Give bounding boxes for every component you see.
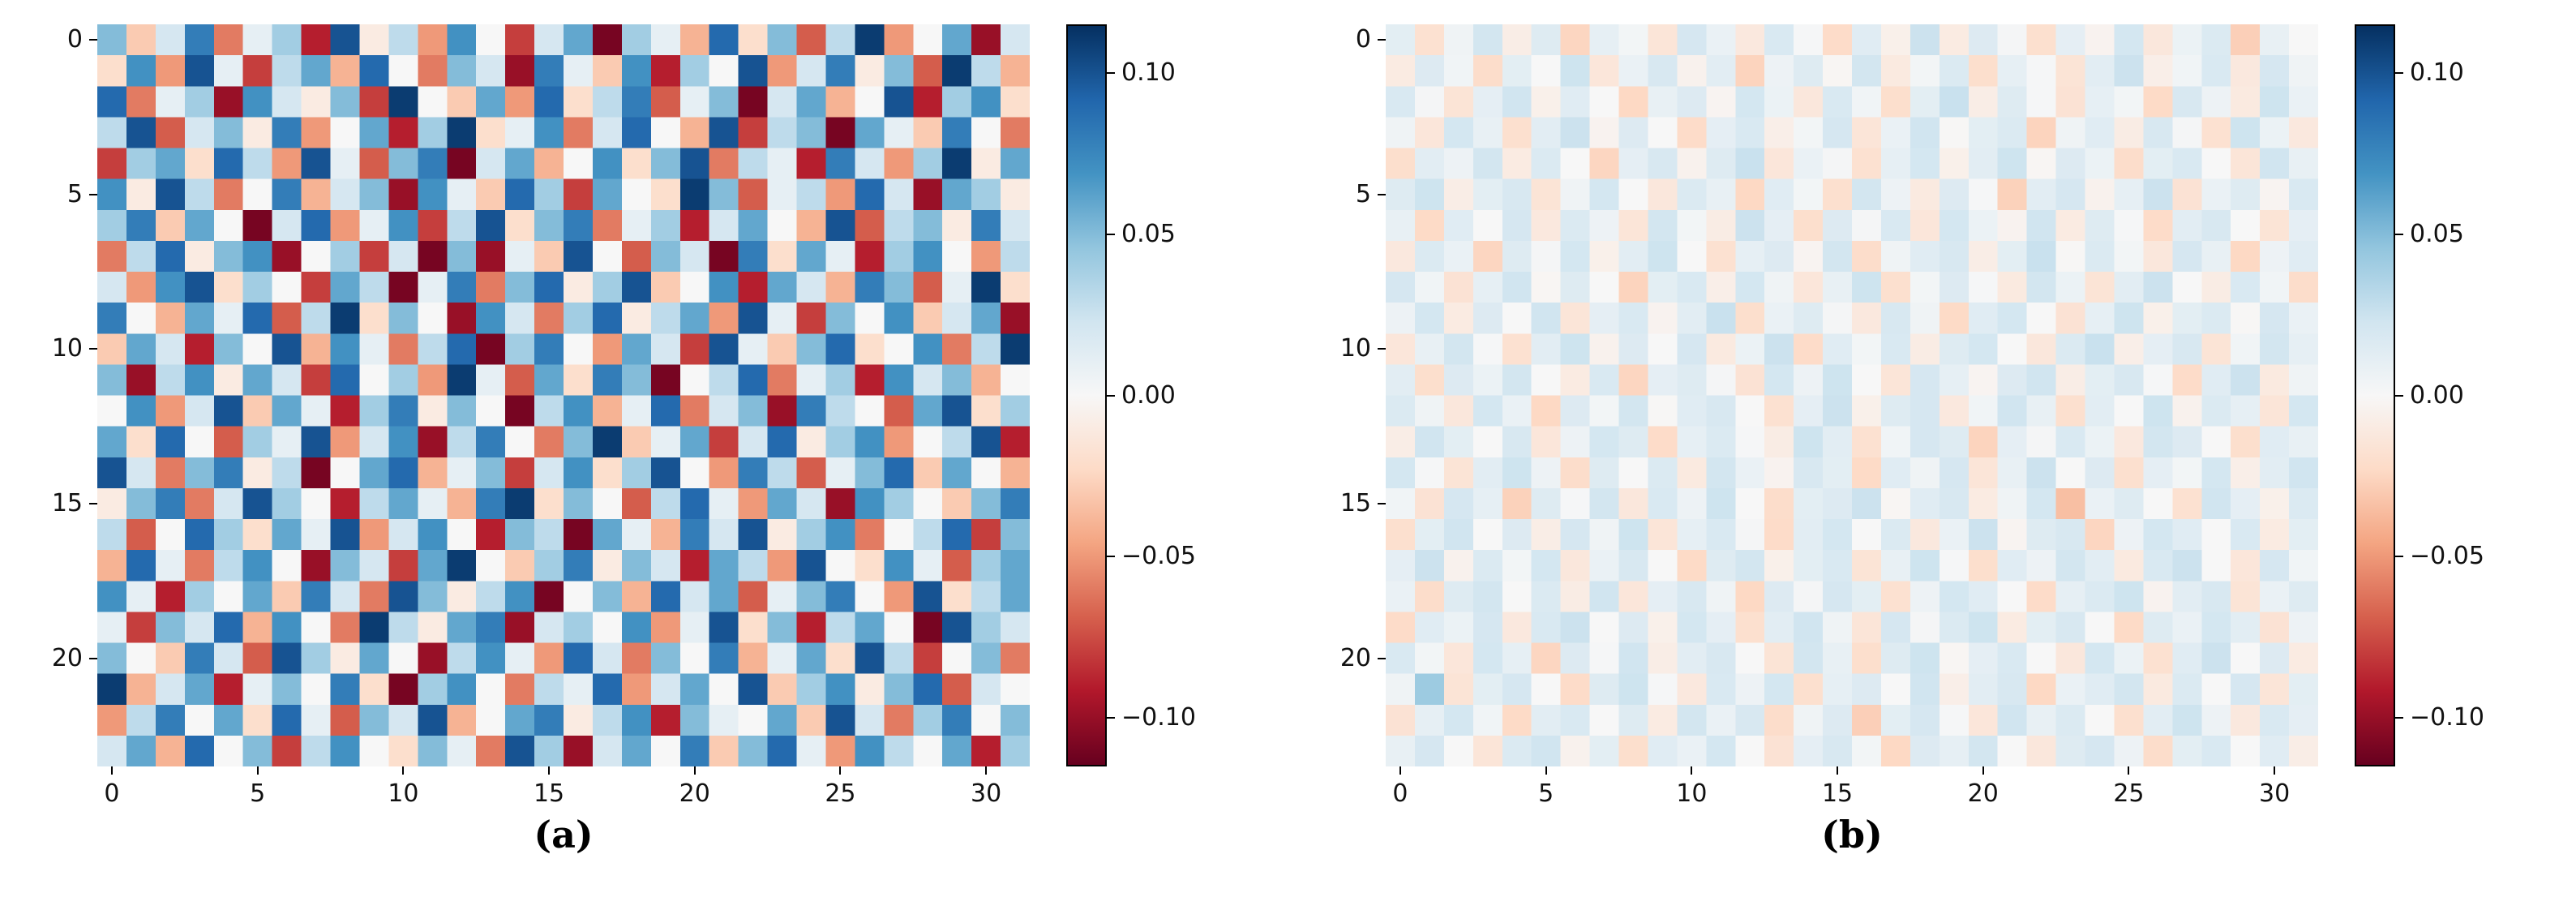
x-tick-mark <box>110 766 113 775</box>
colorbar-tick-mark <box>2395 394 2403 397</box>
heatmap-panel-b: (b) 0 5 10 15 20 0 5 10 15 20 25 30 0.10 0.05 0.00 −0.0… <box>1288 0 2576 923</box>
colorbar-tick-mark <box>1107 233 1115 235</box>
colorbar-tick-mark <box>1107 717 1115 719</box>
y-tick-label: 15 <box>51 488 83 517</box>
colorbar-a <box>1066 24 1107 766</box>
x-tick-label: 30 <box>2259 779 2291 808</box>
x-tick-label: 20 <box>679 779 710 808</box>
x-tick-label: 25 <box>825 779 856 808</box>
y-tick-label: 5 <box>66 179 83 208</box>
x-tick-mark <box>548 766 551 775</box>
colorbar-tick-mark <box>1107 394 1115 397</box>
x-tick-label: 10 <box>1676 779 1708 808</box>
colorbar-tick-label: 0.00 <box>2410 380 2464 410</box>
y-tick-label: 15 <box>1339 488 1371 517</box>
y-tick-mark <box>1378 193 1386 195</box>
x-tick-label: 0 <box>104 779 120 808</box>
heatmap-panel-a: (a) 0 5 10 15 20 0 5 10 15 20 25 30 0.10 0.05 0.00 −0.0… <box>51 24 1196 856</box>
colorbar-tick-label: −0.10 <box>1121 703 1196 732</box>
x-tick-mark <box>1399 766 1401 775</box>
y-tick-label: 0 <box>1355 25 1371 54</box>
x-tick-label: 5 <box>250 779 266 808</box>
heatmap-canvas-a <box>97 24 1030 766</box>
colorbar-tick-label: 0.05 <box>1121 219 1176 248</box>
panel-caption-a: (a) <box>534 813 594 856</box>
y-tick-label: 0 <box>66 25 83 54</box>
panel-caption-b: (b) <box>1821 813 1883 856</box>
x-tick-label: 15 <box>1821 779 1854 808</box>
colorbar-tick-mark <box>2395 717 2403 719</box>
x-tick-mark <box>402 766 405 775</box>
colorbar-tick-mark <box>2395 233 2403 235</box>
y-tick-label: 20 <box>51 643 83 672</box>
colorbar-tick-mark <box>1107 71 1115 74</box>
colorbar-tick-label: 0.00 <box>1121 380 1176 410</box>
colorbar-tick-mark <box>2395 556 2403 558</box>
colorbar-tick-label: −0.10 <box>2410 703 2484 732</box>
colorbar-tick-label: 0.10 <box>1121 58 1176 87</box>
x-tick-mark <box>1545 766 1547 775</box>
y-tick-mark <box>89 657 97 659</box>
heatmap-canvas-b <box>1386 24 2318 766</box>
x-tick-mark <box>985 766 988 775</box>
colorbar-b <box>2355 24 2395 766</box>
colorbar-tick-label: −0.05 <box>1121 542 1196 571</box>
colorbar-tick-label: 0.10 <box>2410 58 2464 87</box>
x-tick-label: 25 <box>2113 779 2145 808</box>
x-tick-mark <box>1982 766 1984 775</box>
colorbar-tick-mark <box>1107 556 1115 558</box>
x-tick-mark <box>256 766 259 775</box>
x-tick-label: 20 <box>1967 779 1999 808</box>
x-tick-mark <box>839 766 842 775</box>
heatmap-axes-b <box>1386 24 2318 766</box>
x-tick-label: 10 <box>388 779 419 808</box>
y-tick-mark <box>1378 657 1386 659</box>
y-tick-label: 10 <box>51 334 83 363</box>
y-tick-mark <box>89 39 97 41</box>
colorbar-tick-mark <box>2395 71 2403 74</box>
y-tick-mark <box>89 348 97 350</box>
y-tick-label: 10 <box>1339 334 1371 363</box>
colorbar-tick-label: 0.05 <box>2410 219 2464 248</box>
y-tick-mark <box>89 502 97 504</box>
x-tick-mark <box>1837 766 1839 775</box>
y-tick-mark <box>1378 39 1386 41</box>
y-tick-mark <box>1378 348 1386 350</box>
heatmap-axes-a <box>97 24 1030 766</box>
y-tick-label: 5 <box>1355 179 1371 208</box>
x-tick-label: 5 <box>1538 779 1554 808</box>
x-tick-label: 15 <box>533 779 565 808</box>
x-tick-label: 0 <box>1392 779 1408 808</box>
x-tick-mark <box>2128 766 2130 775</box>
x-tick-mark <box>693 766 696 775</box>
colorbar-tick-label: −0.05 <box>2410 542 2484 571</box>
y-tick-mark <box>89 193 97 195</box>
x-tick-mark <box>2274 766 2276 775</box>
y-tick-mark <box>1378 502 1386 504</box>
y-tick-label: 20 <box>1339 643 1371 672</box>
x-tick-label: 30 <box>971 779 1002 808</box>
x-tick-mark <box>1691 766 1693 775</box>
